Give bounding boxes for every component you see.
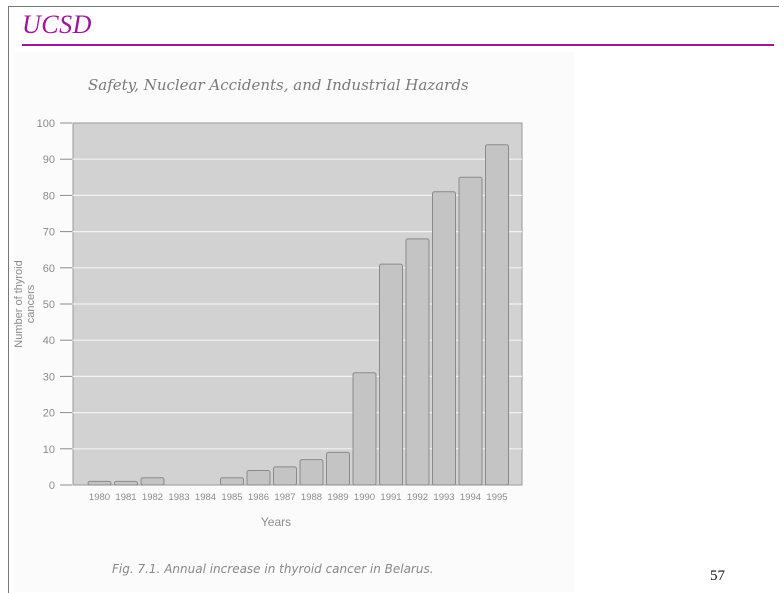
x-tick-label: 1986 — [248, 492, 269, 503]
bar-1986 — [246, 470, 271, 486]
x-tick-label: 1988 — [301, 492, 322, 503]
x-tick-label: 1980 — [89, 492, 110, 503]
x-tick-label: 1982 — [142, 492, 163, 503]
y-tick-label: 50 — [43, 299, 55, 311]
bar-1988 — [299, 459, 324, 486]
x-tick-label: 1987 — [274, 492, 295, 503]
slide-frame — [8, 6, 779, 593]
bar-1991 — [379, 263, 403, 486]
x-tick-label: 1992 — [407, 492, 428, 503]
x-tick-label: 1993 — [433, 492, 454, 503]
x-tick-label: 1995 — [486, 492, 507, 503]
y-tick-label: 10 — [43, 444, 55, 456]
y-tick-label: 20 — [43, 408, 55, 420]
x-tick-label: 1991 — [380, 492, 401, 503]
bar-1980 — [87, 480, 112, 486]
x-axis-label: Years — [261, 515, 291, 529]
bar-1994 — [458, 176, 483, 486]
bar-1982 — [140, 477, 165, 486]
y-tick-label: 80 — [43, 190, 55, 202]
bar-1993 — [432, 191, 456, 486]
y-tick-label: 30 — [43, 371, 55, 383]
y-axis-label: cancers — [25, 284, 37, 323]
y-tick-label: 90 — [43, 154, 55, 166]
bar-1990 — [352, 372, 377, 486]
x-tick-label: 1994 — [460, 492, 481, 503]
x-tick-label: 1985 — [221, 492, 242, 503]
y-tick-label: 100 — [37, 118, 55, 130]
x-tick-label: 1990 — [354, 492, 375, 503]
y-tick-label: 40 — [43, 335, 55, 347]
bar-1987 — [273, 466, 297, 486]
figure-caption: Fig. 7.1. Annual increase in thyroid can… — [112, 562, 434, 576]
x-tick-label: 1983 — [168, 492, 189, 503]
page-number: 57 — [710, 568, 725, 584]
x-tick-label: 1981 — [115, 492, 136, 503]
bar-1995 — [485, 144, 509, 486]
x-tick-label: 1984 — [195, 492, 216, 503]
chapter-title: Safety, Nuclear Accidents, and Industria… — [88, 76, 469, 94]
y-tick-label: 70 — [43, 227, 55, 239]
bar-1981 — [114, 480, 138, 486]
bar-1985 — [220, 477, 244, 486]
y-tick-label: 60 — [43, 263, 55, 275]
bar-1989 — [326, 451, 350, 486]
slide-header-title: UCSD — [22, 10, 92, 39]
x-tick-label: 1989 — [327, 492, 348, 503]
y-tick-label: 0 — [49, 480, 55, 492]
header-rule — [22, 44, 774, 46]
bar-1992 — [405, 238, 430, 486]
y-axis-label: Number of thyroid — [13, 260, 25, 347]
